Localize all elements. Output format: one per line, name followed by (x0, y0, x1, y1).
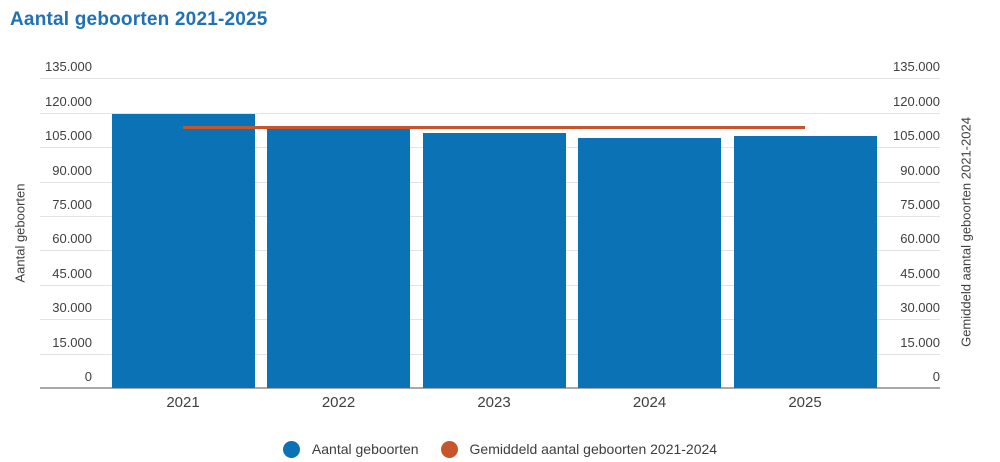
legend-item-aantal-geboorten[interactable]: Aantal geboorten (282, 440, 419, 458)
y-tick-label-left: 45.000 (52, 265, 92, 281)
gridline (40, 78, 940, 80)
x-tick-label-2024: 2024 (632, 394, 667, 411)
y-tick-label-left: 105.000 (45, 128, 92, 144)
bar-2023[interactable] (422, 133, 566, 388)
y-tick-label-right: 120.000 (893, 93, 940, 109)
y-tick-label-right: 45.000 (900, 265, 940, 281)
legend-label: Aantal geboorten (311, 441, 419, 457)
x-tick-label-2022: 2022 (321, 394, 356, 411)
y-tick-label-right: 105.000 (893, 128, 940, 144)
y-tick-label-left: 135.000 (45, 59, 92, 75)
x-tick-label-2025: 2025 (788, 394, 822, 411)
y-tick-label-left: 75.000 (52, 197, 92, 212)
bar-2025[interactable] (733, 135, 877, 388)
x-tick-label-2021: 2021 (166, 394, 200, 411)
y-tick-label-right: 75.000 (900, 197, 940, 212)
x-tick-label-2023: 2023 (477, 394, 511, 411)
y-axis-right-title: Gemiddeld aantal geboorten 2021-2024 (958, 117, 974, 347)
y-tick-label-left: 30.000 (52, 300, 92, 316)
circle-icon (282, 440, 300, 458)
y-tick-label-left: 60.000 (52, 231, 92, 247)
gridline (40, 112, 940, 114)
legend-item-gemiddeld[interactable]: Gemiddeld aantal geboorten 2021-2024 (440, 440, 718, 458)
x-axis-line (40, 387, 940, 389)
y-tick-label-right: 90.000 (900, 162, 940, 178)
average-line (183, 126, 805, 130)
chart-title: Aantal geboorten 2021-2025 (10, 9, 268, 30)
y-tick-label-left: 15.000 (52, 334, 92, 350)
bar-2024[interactable] (578, 138, 721, 388)
bar-2022[interactable] (267, 126, 410, 388)
y-tick-label-left: 120.000 (45, 93, 92, 109)
legend: Aantal geboorten Gemiddeld aantal geboor… (0, 437, 1000, 461)
bar-2021[interactable] (111, 113, 255, 388)
y-tick-label-left: 90.000 (52, 162, 92, 178)
y-tick-label-right: 0 (932, 369, 940, 384)
y-tick-label-right: 135.000 (893, 59, 940, 75)
y-tick-label-right: 30.000 (900, 300, 940, 316)
circle-icon (440, 440, 458, 458)
legend-label: Gemiddeld aantal geboorten 2021-2024 (469, 441, 718, 457)
y-tick-label-left: 0 (84, 369, 92, 384)
y-tick-label-right: 15.000 (900, 334, 940, 350)
y-tick-label-right: 60.000 (900, 231, 940, 247)
y-axis-left-title: Aantal geboorten (12, 183, 28, 283)
